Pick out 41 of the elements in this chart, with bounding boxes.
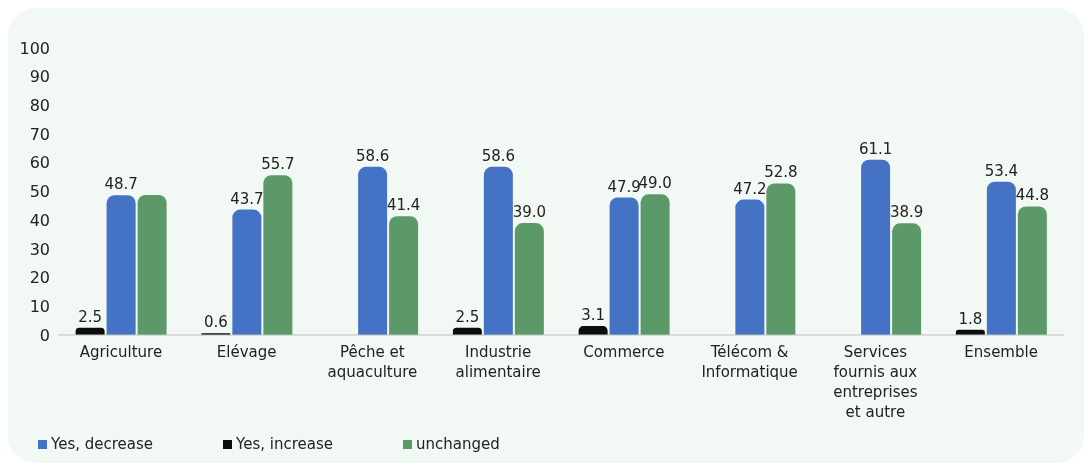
y-tick-label: 30 [29,239,50,259]
data-label: 58.6 [481,146,516,165]
x-tick-label: Industrie alimentaire [455,343,541,381]
data-label: 55.7 [261,155,295,174]
y-tick-label: 60 [29,153,50,173]
data-label: 47.2 [733,179,767,198]
x-tick-label: Pêche et aquaculture [327,343,418,381]
data-label: 3.1 [581,306,606,325]
y-tick-label: 20 [29,268,50,288]
data-label: 47.9 [607,177,641,196]
legend-label: Yes, decrease [51,435,154,453]
x-tick-label: Télécom & Informatique [701,343,798,381]
y-tick-label: 50 [29,182,50,202]
data-label: 58.6 [355,146,390,165]
y-tick-label: 0 [39,325,50,345]
y-tick-label: 40 [29,210,50,230]
data-label: 53.4 [984,161,1019,180]
y-tick-label: 90 [29,67,50,87]
data-label: 2.5 [455,307,480,326]
data-label: 61.1 [858,139,893,158]
y-tick-label: 10 [29,296,50,316]
x-tick-label: Agriculture [79,343,163,361]
data-label: 41.4 [386,196,421,215]
data-label: 39.0 [512,203,547,222]
data-label: 38.9 [889,203,924,222]
legend-label: unchanged [416,435,500,453]
data-label: 44.8 [1015,186,1050,205]
legend-label: Yes, increase [236,435,334,453]
y-tick-label: 70 [29,124,50,144]
x-tick-label: Services fournis aux entreprises et autre [833,343,918,421]
x-tick-label: Commerce [583,343,665,361]
data-label: 48.7 [104,175,138,194]
data-label: 52.8 [764,163,798,182]
x-tick-label: Ensemble [964,343,1038,361]
data-label: 1.8 [958,309,983,328]
y-tick-label: 100 [19,38,50,58]
x-tick-label: Elévage [216,343,277,361]
y-tick-label: 80 [29,96,50,116]
data-label: 2.5 [78,307,103,326]
data-label: 0.6 [203,313,228,332]
data-label: 43.7 [230,189,264,208]
